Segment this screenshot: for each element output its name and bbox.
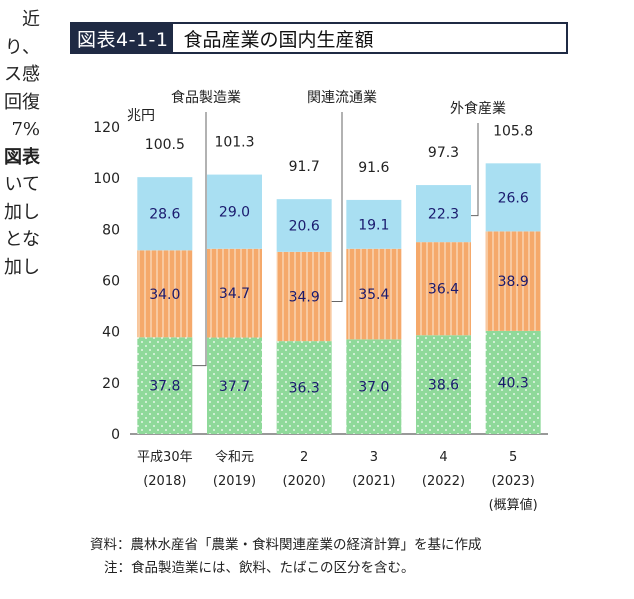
series-label: 食品製造業 bbox=[171, 89, 241, 106]
bar-segment-3 bbox=[276, 199, 332, 252]
segment-value-label: 34.9 bbox=[289, 289, 320, 305]
leader-line bbox=[331, 112, 343, 302]
segment-value-label: 34.7 bbox=[219, 286, 250, 302]
bar-segment-3 bbox=[137, 177, 193, 251]
x-category-year: (2018) bbox=[143, 474, 186, 489]
y-tick-label: 40 bbox=[102, 325, 120, 341]
body-text-line: とな bbox=[4, 229, 40, 250]
segment-value-label: 22.3 bbox=[428, 207, 459, 223]
segment-value-label: 37.8 bbox=[149, 379, 180, 395]
x-category-label: 5 bbox=[509, 450, 517, 465]
body-text-line: 7% bbox=[11, 119, 40, 140]
bar-segment-1 bbox=[485, 330, 541, 434]
y-tick-label: 60 bbox=[102, 274, 120, 290]
bar-segment-2 bbox=[137, 250, 193, 338]
bar-segment-1 bbox=[276, 341, 332, 434]
bar-segment-2 bbox=[346, 248, 402, 340]
x-category-label: 4 bbox=[439, 450, 447, 465]
y-tick-label: 20 bbox=[102, 376, 120, 392]
x-category-label: 令和元 bbox=[215, 450, 254, 465]
bar-segment-1 bbox=[137, 337, 193, 434]
segment-value-label: 40.3 bbox=[498, 375, 529, 391]
bar-segment-3 bbox=[346, 199, 402, 249]
body-text-line: 加し bbox=[4, 201, 40, 223]
x-category-note: (概算値) bbox=[489, 497, 538, 513]
segment-value-label: 34.0 bbox=[149, 287, 180, 303]
source-note: 資料：農林水産省「農業・食料関連産業の経済計算」を基に作成 bbox=[90, 537, 482, 553]
body-text-line: いて bbox=[4, 174, 40, 195]
series-label: 関連流通業 bbox=[307, 90, 377, 106]
bar-segment-3 bbox=[207, 174, 262, 249]
bar-segment-2 bbox=[276, 251, 332, 342]
x-category-year: (2020) bbox=[283, 474, 326, 489]
bar-segment-2 bbox=[416, 242, 471, 336]
bar-segment-3 bbox=[485, 163, 541, 232]
segment-value-label: 37.7 bbox=[219, 379, 250, 395]
total-value-label: 91.7 bbox=[289, 159, 320, 175]
bar-segment-3 bbox=[416, 185, 471, 243]
total-value-label: 105.8 bbox=[493, 123, 533, 139]
x-category-label: 2 bbox=[300, 450, 308, 465]
x-category-label: 3 bbox=[370, 450, 378, 465]
total-value-label: 91.6 bbox=[358, 160, 389, 176]
figure-reference: 図表 bbox=[4, 146, 40, 168]
leader-line bbox=[192, 112, 207, 367]
segment-value-label: 28.6 bbox=[149, 207, 180, 223]
segment-value-label: 38.6 bbox=[428, 378, 459, 394]
figure-label: 図表4-1-1 bbox=[72, 24, 174, 52]
body-text-line: 加し bbox=[4, 256, 40, 278]
x-category-year: (2023) bbox=[492, 474, 535, 489]
segment-value-label: 29.0 bbox=[219, 205, 250, 221]
segment-value-label: 19.1 bbox=[358, 217, 389, 233]
bar-segment-1 bbox=[346, 339, 402, 434]
x-category-year: (2019) bbox=[213, 474, 256, 489]
total-value-label: 97.3 bbox=[428, 145, 459, 161]
y-unit-label: 兆円 bbox=[127, 108, 155, 124]
body-text-line: り、 bbox=[4, 36, 40, 58]
figure-header: 図表4-1-1 食品産業の国内生産額 bbox=[70, 22, 568, 54]
figure-title: 食品産業の国内生産額 bbox=[183, 28, 374, 51]
segment-value-label: 37.0 bbox=[358, 380, 389, 396]
segment-value-label: 35.4 bbox=[358, 287, 389, 303]
total-value-label: 101.3 bbox=[214, 135, 254, 151]
leader-line bbox=[471, 123, 479, 217]
y-tick-label: 80 bbox=[102, 222, 120, 238]
segment-value-label: 26.6 bbox=[498, 190, 529, 206]
y-tick-label: 0 bbox=[111, 427, 120, 443]
segment-value-label: 20.6 bbox=[289, 218, 320, 234]
footnote: 注：食品製造業には、飲料、たばこの区分を含む。 bbox=[104, 560, 415, 576]
series-label: 外食産業 bbox=[450, 100, 506, 117]
figure-notes: 資料：農林水産省「農業・食料関連産業の経済計算」を基に作成 注：食品製造業には、… bbox=[90, 534, 482, 580]
y-tick-label: 100 bbox=[93, 171, 120, 187]
stacked-bar-chart: 0 20 40 60 80 100 120 兆円 37.8 34.0 28.6 100.5 平成30年 (… bbox=[93, 89, 548, 513]
bar-segment-2 bbox=[485, 231, 541, 331]
segment-value-label: 38.9 bbox=[498, 274, 529, 290]
body-text-column: 近 り、 ス感 回復 7% 図表 いて 加し とな 加し bbox=[4, 6, 40, 281]
x-category-year: (2021) bbox=[352, 474, 395, 489]
bar-segment-2 bbox=[207, 248, 262, 338]
x-category-year: (2022) bbox=[422, 474, 465, 489]
bar-segment-1 bbox=[207, 337, 262, 434]
segment-value-label: 36.3 bbox=[289, 381, 320, 397]
total-value-label: 100.5 bbox=[145, 137, 185, 153]
body-text-line: 回復 bbox=[4, 91, 40, 113]
bar-segment-1 bbox=[416, 335, 471, 434]
body-text-line: 近 bbox=[22, 9, 40, 30]
y-tick-label: 120 bbox=[93, 120, 120, 136]
x-category-label: 平成30年 bbox=[137, 450, 193, 465]
segment-value-label: 36.4 bbox=[428, 282, 459, 298]
body-text-line: ス感 bbox=[4, 64, 40, 85]
